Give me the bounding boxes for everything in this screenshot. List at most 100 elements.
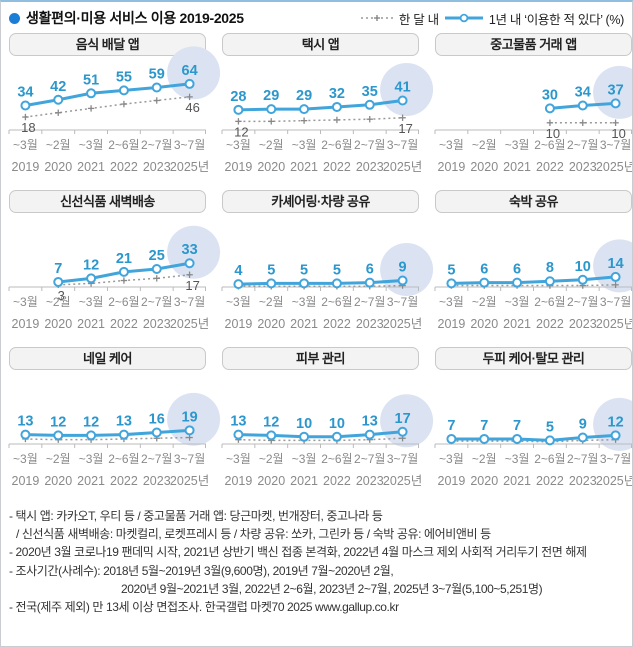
yearly-value-label: 55: [116, 69, 132, 85]
data-point-marker: [118, 266, 129, 277]
chart-plot: 13 12 10 10 13 17 ~3월 ~2월 ~3월 2~6월 2~7월 3~7월 2019 202…: [221, 394, 434, 488]
x-year-label: 2022: [110, 474, 138, 488]
highlight-circle: [167, 392, 221, 446]
footnote-line: 2020년 9월~2021년 3월, 2022년 2~6월, 2023년 2~7…: [121, 581, 543, 596]
yearly-value-label: 33: [182, 242, 198, 258]
x-year-label: 2020: [257, 474, 285, 488]
x-month-label: ~2월: [472, 295, 497, 309]
data-point-marker: [233, 429, 244, 440]
monthly-line: [238, 437, 403, 442]
x-month-label: 2~6월: [534, 452, 565, 466]
yearly-line-sample-icon: [444, 13, 483, 23]
x-month-label: 2~7월: [354, 295, 385, 309]
x-year-label: 2025년: [170, 317, 209, 331]
x-year-label: 2021: [77, 160, 105, 174]
x-month-label: 3~7월: [600, 452, 631, 466]
data-point-marker: [151, 427, 162, 438]
data-point-marker: [184, 425, 195, 436]
x-month-label: 2~6월: [534, 138, 565, 152]
yearly-value-label: 14: [608, 256, 624, 272]
data-point-marker: [86, 88, 97, 99]
chart-plot: 7 7 7 5 9 12 ~3월 ~2월 ~3월 2~6월 2~7월 3~7월 2019 2020 2021…: [434, 397, 632, 488]
header: 생활편의·미용 서비스 이용 2019-2025 한 달 내 1년 내 ‘이용한…: [9, 7, 624, 29]
yearly-value-label: 19: [182, 409, 198, 425]
data-point-marker: [446, 433, 457, 444]
x-month-label: 2~6월: [321, 452, 352, 466]
x-month-label: 3~7월: [174, 452, 205, 466]
data-point-marker: [184, 78, 195, 89]
data-point-marker: [364, 429, 375, 440]
data-point-marker: [299, 431, 310, 442]
data-point-marker: [53, 276, 64, 287]
x-year-label: 2023: [356, 474, 384, 488]
x-year-label: 2021: [290, 160, 318, 174]
yearly-value-label: 12: [83, 414, 99, 430]
x-month-label: ~3월: [226, 452, 251, 466]
x-year-label: 2021: [503, 317, 531, 331]
x-year-label: 2020: [44, 474, 72, 488]
x-month-label: ~3월: [226, 295, 251, 309]
data-point-marker: [397, 426, 408, 437]
monthly-line: [451, 284, 616, 287]
data-point-marker: [86, 430, 97, 441]
yearly-value-label: 16: [149, 411, 165, 427]
yearly-value-label: 10: [296, 416, 312, 432]
x-month-label: 2~6월: [108, 295, 139, 309]
x-year-label: 2019: [12, 317, 40, 331]
x-year-label: 2021: [290, 317, 318, 331]
yearly-value-label: 5: [546, 419, 554, 435]
x-month-label: ~3월: [439, 138, 464, 152]
x-month-label: ~3월: [292, 138, 317, 152]
data-point-marker: [233, 279, 244, 290]
yearly-value-label: 21: [116, 251, 132, 267]
data-point-marker: [53, 430, 64, 441]
x-month-label: 2~6월: [534, 295, 565, 309]
x-month-label: 2~6월: [321, 295, 352, 309]
x-year-label: 2025년: [170, 160, 209, 174]
x-year-label: 2023: [143, 317, 171, 331]
yearly-value-label: 5: [267, 262, 275, 278]
yearly-value-label: 6: [513, 262, 521, 278]
monthly-value-label: 17: [185, 278, 199, 293]
x-month-label: 2~7월: [141, 295, 172, 309]
data-point-marker: [512, 433, 523, 444]
monthly-value-label: 18: [21, 120, 35, 135]
x-month-label: 3~7월: [387, 138, 418, 152]
chart-title: 네일 케어: [9, 347, 206, 370]
x-month-label: ~3월: [79, 295, 104, 309]
x-month-label: 2~7월: [141, 138, 172, 152]
x-year-label: 2025년: [383, 317, 422, 331]
chart-title: 중고물품 거래 앱: [435, 33, 632, 56]
yearly-value-label: 29: [263, 88, 279, 104]
data-point-marker: [331, 101, 342, 112]
monthly-line: [451, 438, 616, 443]
data-point-marker: [151, 82, 162, 93]
yearly-value-label: 12: [608, 414, 624, 430]
x-year-label: 2025년: [170, 474, 209, 488]
data-point-marker: [512, 277, 523, 288]
x-year-label: 2021: [503, 474, 531, 488]
x-year-label: 2021: [77, 317, 105, 331]
data-point-marker: [118, 429, 129, 440]
monthly-value-label: 46: [185, 100, 199, 115]
chart-plot: 5 6 6 8 10 14 ~3월 ~2월 ~3월 2~6월 2~7월 3~7월 2019 2020 202…: [434, 239, 632, 331]
yearly-value-label: 5: [300, 262, 308, 278]
data-point-marker: [544, 276, 555, 287]
x-month-label: 3~7월: [387, 452, 418, 466]
x-year-label: 2023: [143, 474, 171, 488]
chart-plot: 4 5 5 5 6 9 ~3월 ~2월 ~3월 2~6월 2~7월 3~7월 2019 2020 2021 2…: [221, 243, 434, 331]
footnote-line: - 택시 앱: 카카오T, 우티 등 / 중고물품 거래 앱: 당근마켓, 번개…: [9, 509, 383, 523]
x-month-label: ~3월: [13, 295, 38, 309]
yearly-value-label: 64: [182, 63, 198, 79]
yearly-value-label: 6: [366, 262, 374, 278]
x-month-label: ~2월: [259, 295, 284, 309]
x-year-label: 2023: [143, 160, 171, 174]
footnotes: - 택시 앱: 카카오T, 우티 등 / 중고물품 거래 앱: 당근마켓, 번개…: [9, 507, 624, 616]
chart-plot: 3 17 7 12 21 25 33 ~3월 ~2월 ~3월 2~6월 2~7월 3~7월 2019 202…: [8, 225, 221, 331]
footnote-line: - 2020년 3월 코로나19 팬데믹 시작, 2021년 상반기 백신 접종…: [9, 545, 587, 560]
x-year-label: 2020: [470, 474, 498, 488]
x-year-label: 2022: [323, 317, 351, 331]
monthly-line-sample-icon: [360, 15, 393, 21]
x-year-label: 2022: [110, 317, 138, 331]
monthly-line: [25, 436, 190, 441]
